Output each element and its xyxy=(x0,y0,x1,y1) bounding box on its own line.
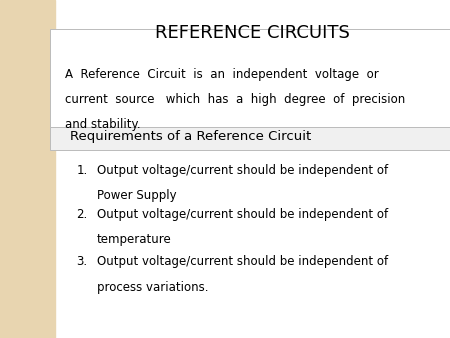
Text: Output voltage/current should be independent of: Output voltage/current should be indepen… xyxy=(97,208,388,221)
Text: temperature: temperature xyxy=(97,233,171,246)
Text: REFERENCE CIRCUITS: REFERENCE CIRCUITS xyxy=(155,24,350,42)
Text: and stability.: and stability. xyxy=(65,118,141,131)
Text: process variations.: process variations. xyxy=(97,281,208,293)
Text: Output voltage/current should be independent of: Output voltage/current should be indepen… xyxy=(97,255,388,268)
Text: 2.: 2. xyxy=(76,208,88,221)
Text: A  Reference  Circuit  is  an  independent  voltage  or: A Reference Circuit is an independent vo… xyxy=(65,68,379,80)
Text: 3.: 3. xyxy=(76,255,88,268)
Text: Output voltage/current should be independent of: Output voltage/current should be indepen… xyxy=(97,164,388,177)
Text: Power Supply: Power Supply xyxy=(97,189,176,202)
Text: current  source   which  has  a  high  degree  of  precision: current source which has a high degree o… xyxy=(65,93,405,106)
Text: 1.: 1. xyxy=(76,164,88,177)
Text: Requirements of a Reference Circuit: Requirements of a Reference Circuit xyxy=(70,130,311,143)
